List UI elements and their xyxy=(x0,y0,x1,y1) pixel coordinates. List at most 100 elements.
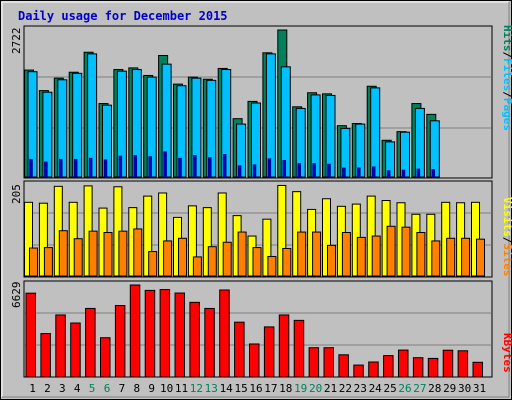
day-label: 16 xyxy=(249,382,262,395)
sites-bar xyxy=(431,240,441,277)
sites-bar xyxy=(88,230,98,277)
kbytes-bar xyxy=(114,305,126,378)
pages-bar xyxy=(148,156,152,178)
sites-bar xyxy=(118,230,128,277)
kbytes-bar xyxy=(398,349,409,378)
pages-bar xyxy=(267,158,272,178)
sites-bar xyxy=(207,246,217,277)
day-label: 5 xyxy=(89,382,96,395)
kbytes-bar xyxy=(25,292,36,378)
legend-item: / xyxy=(501,91,512,98)
day-label: 19 xyxy=(294,382,307,395)
day-label: 23 xyxy=(354,382,367,395)
sites-bar xyxy=(416,231,426,277)
day-label: 26 xyxy=(398,382,411,395)
sites-bar xyxy=(103,231,113,277)
kbytes-bar xyxy=(427,357,439,378)
pages-bar xyxy=(312,163,316,178)
day-label: 8 xyxy=(133,382,140,395)
visits-bar xyxy=(277,184,287,277)
files-bar xyxy=(414,107,425,178)
pages-bar xyxy=(416,168,421,178)
kbytes-bar xyxy=(457,350,469,378)
day-label: 31 xyxy=(473,382,486,395)
pages-bar xyxy=(73,158,78,178)
legend-item: Visits xyxy=(501,197,512,237)
kbytes-bar xyxy=(278,314,290,378)
day-label: 11 xyxy=(175,382,188,395)
kbytes-bar xyxy=(323,347,334,378)
files-bar xyxy=(429,120,440,178)
day-label: 22 xyxy=(339,382,352,395)
sites-bar xyxy=(178,237,187,277)
hits-ymax-label: 2722 xyxy=(10,28,23,55)
day-label: 13 xyxy=(205,382,218,395)
kbytes-bar xyxy=(368,361,379,378)
kbytes-bar xyxy=(308,347,320,378)
sites-bar xyxy=(476,238,485,277)
sites-bar xyxy=(73,238,83,277)
sites-bar xyxy=(312,231,322,277)
day-label: 20 xyxy=(309,382,322,395)
day-label: 21 xyxy=(324,382,337,395)
kbytes-bar xyxy=(472,361,483,378)
kbytes-bar xyxy=(159,289,171,378)
visits-bar xyxy=(187,205,197,277)
kbytes-ymax-label: 6629 xyxy=(10,282,23,309)
legend-item: Pages xyxy=(501,98,512,131)
files-bar xyxy=(370,87,381,178)
kbytes-bar xyxy=(263,326,275,378)
day-label: 17 xyxy=(264,382,277,395)
pages-bar xyxy=(431,169,436,178)
day-label: 25 xyxy=(383,382,396,395)
pages-bar xyxy=(371,166,376,178)
sites-bar xyxy=(29,247,38,277)
day-label: 30 xyxy=(458,382,471,395)
day-label: 14 xyxy=(220,382,234,395)
kbytes-bar xyxy=(55,314,66,378)
kbytes-bar xyxy=(249,343,260,378)
pages-bar xyxy=(297,163,301,178)
bars-layer xyxy=(24,29,485,378)
sites-bar xyxy=(461,237,471,277)
kbytes-bar xyxy=(338,354,349,378)
kbytes-bar xyxy=(442,349,454,378)
day-label: 7 xyxy=(119,382,126,395)
pages-bar xyxy=(386,170,391,178)
kbytes-legend: KBytes xyxy=(501,333,512,373)
day-labels: 1 2 3 4 5 6 7 8 9 10 11 12 13 14 15 16 17 18 19 20 21 22 23 24 2… xyxy=(29,382,486,395)
day-label: 10 xyxy=(160,382,173,395)
sites-bar xyxy=(401,226,411,277)
sites-bar xyxy=(252,247,262,277)
visits-ymax-label: 205 xyxy=(10,184,23,204)
day-label: 9 xyxy=(148,382,155,395)
day-label: 1 xyxy=(29,382,36,395)
pages-bar xyxy=(88,157,93,178)
kbytes-bar xyxy=(174,292,185,378)
legend-item: Files xyxy=(501,58,512,91)
pages-bar xyxy=(44,161,48,178)
visits-bar xyxy=(262,218,272,277)
visits-bar xyxy=(24,201,33,277)
pages-bar xyxy=(222,154,227,178)
pages-bar xyxy=(133,155,138,178)
sites-bar xyxy=(371,235,381,277)
sites-bar xyxy=(297,231,307,277)
day-label: 24 xyxy=(369,382,383,395)
sites-bar xyxy=(282,247,292,277)
kbytes-bar xyxy=(234,321,245,378)
visits-legend: Visits/Sites xyxy=(501,197,512,277)
pages-bar xyxy=(237,165,242,178)
day-label: 15 xyxy=(234,382,247,395)
kbytes-bar xyxy=(70,322,81,378)
kbytes-bar xyxy=(129,284,141,378)
hits-legend: Hits/Files/Pages xyxy=(501,25,512,131)
kbytes-bar xyxy=(353,364,364,378)
pages-bar xyxy=(208,157,212,178)
legend-item: Hits xyxy=(501,25,512,52)
pages-bar xyxy=(327,163,331,178)
kbytes-bar xyxy=(293,319,305,378)
day-label: 12 xyxy=(190,382,203,395)
day-label: 18 xyxy=(279,382,292,395)
